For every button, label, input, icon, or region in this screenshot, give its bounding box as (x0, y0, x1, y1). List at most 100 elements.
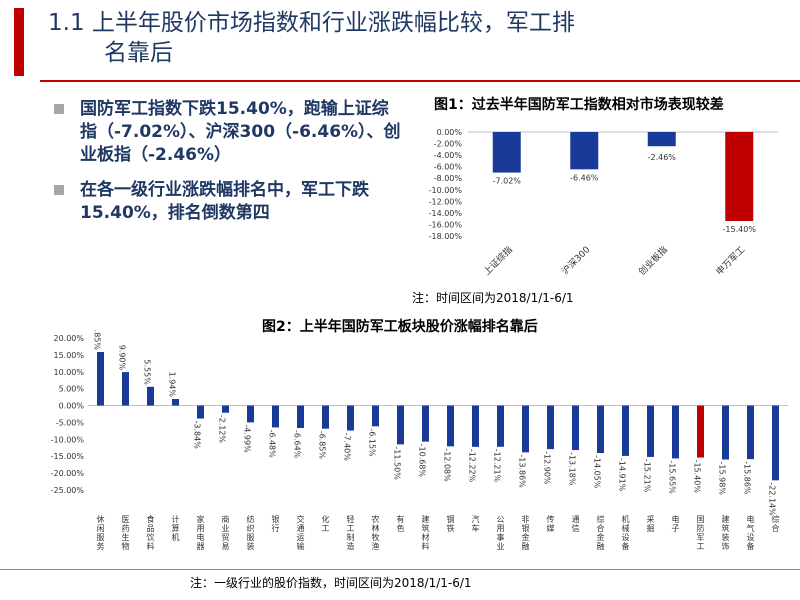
chart2-data-label: -2.12% (218, 415, 227, 444)
chart2-bar (97, 352, 104, 406)
bullet-item: 在各一级行业涨跌幅排名中，军工下跌15.40%，排名倒数第四 (54, 179, 404, 225)
chart2-bar (297, 405, 304, 428)
bullet-square-icon (54, 104, 64, 114)
chart2-data-label: 9.90% (118, 345, 127, 371)
chart2-data-label: -6.64% (293, 430, 302, 459)
chart2-bar (122, 372, 129, 406)
chart2-bar (322, 405, 329, 429)
chart2-category-label: 农林牧渔 (372, 514, 380, 551)
chart2-bar (772, 405, 779, 481)
chart1-bar (725, 132, 754, 221)
chart2-category-label: 电子 (672, 514, 680, 533)
chart1-ytick-label: -6.00% (434, 163, 463, 172)
chart1-ytick-label: -10.00% (429, 186, 463, 195)
chart2-ytick-label: 5.00% (59, 385, 85, 394)
bullet-text: 国防军工指数下跌15.40%，跑输上证综指（-7.02%）、沪深300（-6.4… (80, 99, 401, 165)
chart2-category-label: 商业贸易 (222, 514, 230, 551)
page-title-line2: 名靠后 (104, 40, 173, 66)
chart1-data-label: -2.46% (648, 153, 677, 162)
bullet-list: 国防军工指数下跌15.40%，跑输上证综指（-7.02%）、沪深300（-6.4… (54, 98, 404, 237)
chart1-category-label: 沪深300 (559, 243, 593, 277)
chart2-bar (522, 405, 529, 453)
chart2-data-label: -15.21% (643, 459, 652, 493)
chart2-data-label: -15.86% (743, 461, 752, 495)
chart2-data-label: -12.90% (543, 451, 552, 485)
footer-divider (0, 569, 800, 570)
chart1-ytick-label: -18.00% (429, 232, 463, 241)
chart2-data-label: -12.08% (443, 448, 452, 482)
chart2-category-label: 采掘 (647, 514, 655, 533)
chart2-bar (272, 405, 279, 428)
chart1-market-comparison: 0.00% -2.00% -4.00% -6.00% -8.00% -10.00% -12.… (429, 128, 778, 278)
chart2-data-label: -6.48% (268, 429, 277, 458)
title-bar: 1.1 上半年股价市场指数和行业涨跌幅比较，军工排 名靠后 (0, 0, 800, 84)
chart2-category-label: 建筑装饰 (722, 514, 730, 551)
chart2-bar (197, 405, 204, 419)
chart1-ytick-label: -8.00% (434, 174, 463, 183)
chart2-bar (397, 405, 404, 445)
chart2-data-label: -15.40% (693, 460, 702, 494)
chart2-bar (147, 386, 154, 406)
chart2-ytick-label: 20.00% (53, 334, 84, 343)
chart2-bar (447, 405, 454, 447)
page-title-line1: 1.1 上半年股价市场指数和行业涨跌幅比较，军工排 (48, 10, 575, 36)
chart2-category-label: 医药生物 (122, 515, 130, 551)
chart2-bar (222, 405, 229, 413)
chart1-ytick-label: -2.00% (434, 140, 463, 149)
chart1-category-label: 申万军工 (713, 244, 747, 278)
chart2-data-label: -6.85% (318, 431, 327, 460)
chart2-bar (697, 405, 704, 458)
chart1-note: 注：时间区间为2018/1/1-6/1 (412, 291, 574, 305)
chart2-ytick-label: 10.00% (53, 368, 84, 377)
chart2-ytick-label: -25.00% (51, 486, 85, 495)
chart1-data-label: -7.02% (493, 177, 522, 186)
chart2-category-label: 非银金融 (522, 514, 530, 551)
chart2-data-label: -22.14% (768, 482, 777, 516)
chart2-category-label: 汽车 (472, 514, 480, 533)
chart2-data-label: -15.98% (718, 462, 727, 496)
chart2-note: 注：一级行业的股价指数，时间区间为2018/1/1-6/1 (190, 576, 472, 590)
page-title: 1.1 上半年股价市场指数和行业涨跌幅比较，军工排 名靠后 (48, 8, 768, 68)
chart1-ytick-label: -16.00% (429, 220, 463, 229)
chart1-ytick-label: -12.00% (429, 197, 463, 206)
chart2-bar (347, 405, 354, 431)
chart2-ytick-label: -15.00% (51, 452, 85, 461)
chart2-bar (672, 405, 679, 459)
chart2-data-label: 15.85% (93, 330, 102, 350)
chart2-bar (647, 405, 654, 457)
chart2-category-label: 化工 (322, 514, 330, 533)
chart2-category-label: 建筑材料 (422, 514, 430, 551)
chart2-data-label: -12.22% (468, 449, 477, 483)
chart1-bar (492, 132, 521, 173)
chart2-data-label: -13.18% (568, 452, 577, 486)
title-accent-bar (14, 8, 24, 76)
chart2-data-label: -13.86% (518, 454, 527, 488)
chart2-ytick-label: 15.00% (53, 351, 84, 360)
chart2-category-label: 休闲服务 (97, 514, 105, 551)
chart2-bar (747, 405, 754, 460)
chart2-data-label: -6.15% (368, 428, 377, 457)
chart2-data-label: -11.50% (393, 446, 402, 480)
chart2-category-label: 国防军工 (697, 515, 705, 551)
chart2-bar (722, 405, 729, 460)
chart2-data-label: -14.05% (593, 455, 602, 489)
chart2-data-label: -12.21% (493, 449, 502, 483)
chart2-category-label: 家用电器 (197, 514, 205, 551)
chart2-ytick-label: -20.00% (51, 469, 85, 478)
chart2-bar (622, 405, 629, 456)
chart2-ytick-label: -5.00% (56, 418, 85, 427)
chart1-data-label: -6.46% (570, 173, 599, 182)
chart1-ytick-label: 0.00% (437, 128, 463, 137)
chart2-industry-ranking: 20.00% 15.00% 10.00% 5.00% 0.00% -5.00% -10.00… (51, 330, 788, 551)
chart2-bar (472, 405, 479, 447)
chart1-title: 图1：过去半年国防军工指数相对市场表现较差 (434, 97, 724, 113)
bullet-text: 在各一级行业涨跌幅排名中，军工下跌15.40%，排名倒数第四 (80, 180, 369, 223)
chart2-data-label: -3.84% (193, 421, 202, 450)
chart2-category-label: 机械设备 (622, 514, 630, 551)
chart2-category-label: 综合 (772, 514, 780, 533)
chart2-bar (172, 399, 179, 406)
chart2-category-label: 食品饮料 (147, 514, 155, 551)
chart2-category-label: 传媒 (547, 514, 555, 533)
bullet-square-icon (54, 185, 64, 195)
chart2-bar (597, 405, 604, 454)
